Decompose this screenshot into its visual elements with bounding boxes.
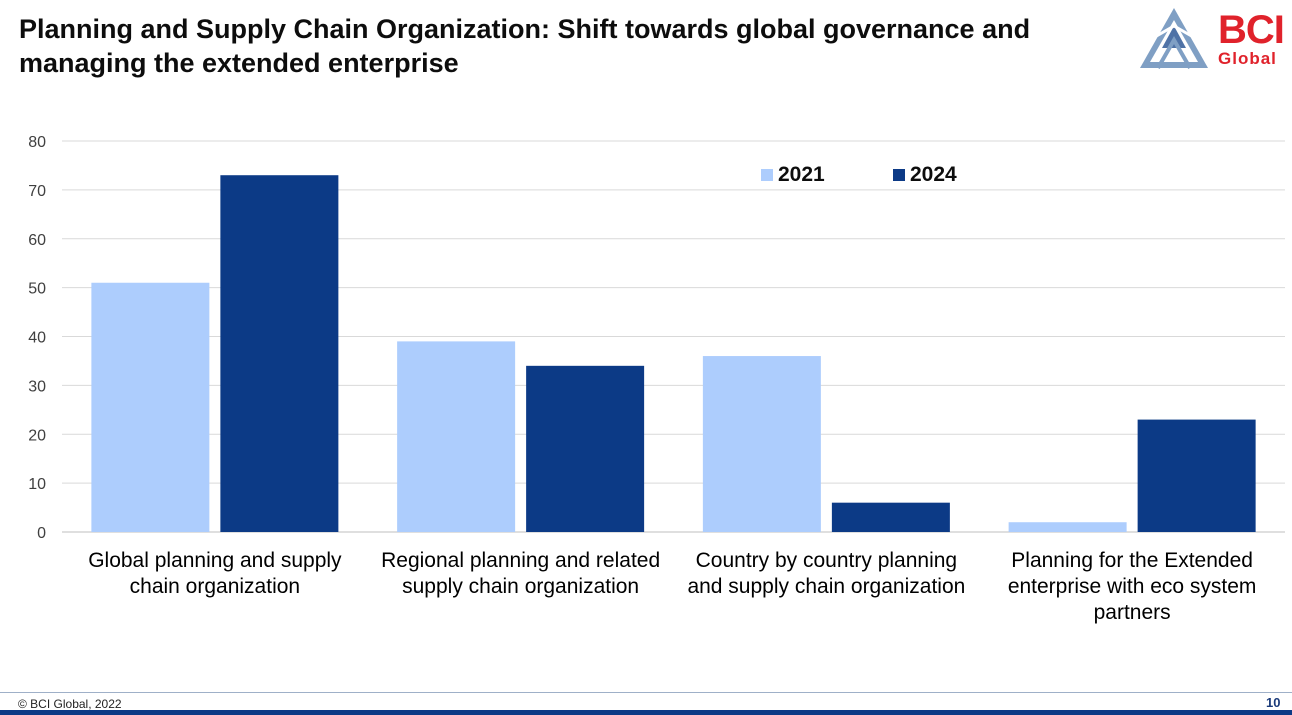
y-tick-label: 80 [28,134,46,151]
y-tick-label: 40 [28,330,46,347]
x-tick-label: Global planning and supply chain organiza… [88,549,342,598]
x-tick-label: Regional planning and related supply chai… [381,549,660,598]
bar-2024 [526,365,645,532]
y-tick-label: 60 [28,232,46,249]
legend-swatch-2021 [761,169,773,181]
page-title: Planning and Supply Chain Organization: … [19,14,1031,78]
y-tick-label: 20 [28,427,46,444]
bar-2021 [397,341,516,532]
y-tick-label: 30 [28,378,46,395]
x-tick-label-line: supply chain organization [402,575,639,598]
x-tick-label-line: chain organization [130,575,300,598]
legend-swatch-2024 [893,169,905,181]
legend-item-2021: 2021 [761,163,825,187]
bar-2021 [702,356,821,532]
page-number: 10 [1266,695,1281,710]
y-tick-label: 70 [28,183,46,200]
bar-2024 [1137,419,1256,532]
y-tick-label: 10 [28,476,46,493]
bci-global-logo: BCI Global [1138,6,1288,72]
bar-2021 [91,282,210,532]
y-tick-label: 0 [37,525,46,542]
triangle-logo-icon [1140,8,1208,69]
x-tick-label: Country by country planning and supply ch… [687,549,965,598]
legend-label-2024: 2024 [910,163,957,186]
x-tick-label-line: partners [1094,601,1171,624]
footer-copyright: © BCI Global, 2022 [18,697,122,711]
logo-subtext: Global [1218,49,1277,68]
x-tick-label-line: and supply chain organization [687,575,965,598]
bar-2024 [220,175,339,532]
footer-bar [0,710,1292,715]
bar-2024 [831,502,950,532]
logo-text: BCI [1218,8,1285,52]
x-tick-label-line: enterprise with eco system [1008,575,1257,598]
x-tick-label-line: Planning for the Extended [1011,549,1253,572]
legend-item-2024: 2024 [893,163,957,187]
bar-2021 [1008,522,1127,532]
x-tick-label: Planning for the Extended enterprise with… [1008,549,1257,624]
x-tick-label-line: Country by country planning [696,549,958,572]
bar-chart: 0 10 20 30 40 50 60 70 80 Global planning and sup… [28,134,1285,624]
y-tick-label: 50 [28,281,46,298]
x-tick-label-line: Global planning and supply [88,549,342,572]
footer-divider [0,692,1292,693]
x-tick-label-line: Regional planning and related [381,549,660,572]
legend-label-2021: 2021 [778,163,825,186]
